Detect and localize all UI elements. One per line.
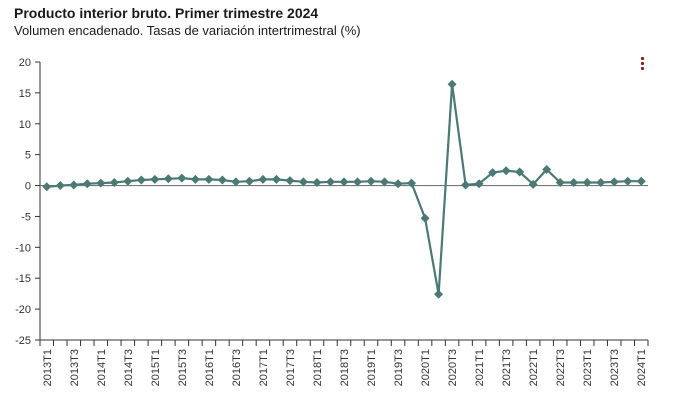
chart-subtitle: Volumen encadenado. Tasas de variación i… [14, 23, 361, 38]
y-tick-label: -20 [15, 304, 31, 316]
data-point [555, 177, 565, 187]
y-tick-label: -10 [15, 242, 31, 254]
x-tick-label: 2023T1 [582, 349, 594, 386]
data-point [623, 176, 633, 186]
y-tick-label: 20 [19, 57, 31, 69]
x-tick-label: 2024T1 [636, 349, 648, 386]
data-point [177, 173, 187, 183]
y-tick-label: 5 [25, 150, 31, 162]
y-tick-label: 0 [25, 181, 31, 193]
data-point [420, 213, 430, 223]
y-tick-label: 15 [19, 88, 31, 100]
data-point [474, 179, 484, 189]
x-tick-label: 2016T3 [231, 349, 243, 386]
data-point [136, 175, 146, 185]
data-point [407, 178, 417, 188]
data-point [528, 179, 538, 189]
data-point [636, 176, 646, 186]
data-point [109, 177, 119, 187]
x-tick-label: 2017T3 [285, 349, 297, 386]
chart-title: Producto interior bruto. Primer trimestr… [14, 5, 319, 21]
x-tick-label: 2017T1 [258, 349, 270, 386]
data-point [515, 167, 525, 177]
data-point [244, 176, 254, 186]
data-point [582, 177, 592, 187]
data-point [258, 174, 268, 184]
x-tick-label: 2020T3 [447, 349, 459, 386]
vertical-ellipsis-icon[interactable] [636, 56, 648, 74]
data-point [596, 177, 606, 187]
data-point [501, 166, 511, 176]
x-tick-label: 2023T3 [609, 349, 621, 386]
y-tick-label: -5 [21, 211, 31, 223]
series-line [46, 83, 642, 296]
menu-dot [640, 67, 644, 70]
data-point [447, 79, 457, 89]
data-point [69, 180, 79, 190]
data-point [353, 177, 363, 187]
data-point [393, 179, 403, 189]
x-tick-label: 2014T3 [123, 349, 135, 386]
data-point [569, 177, 579, 187]
data-point [231, 177, 241, 187]
x-tick-label: 2013T3 [69, 349, 81, 386]
data-point [339, 177, 349, 187]
x-tick-label: 2015T1 [150, 349, 162, 386]
x-tick-label: 2019T1 [366, 349, 378, 386]
x-tick-label: 2014T1 [96, 349, 108, 386]
data-point [609, 177, 619, 187]
data-point [96, 178, 106, 188]
data-point [82, 179, 92, 189]
x-tick-label: 2016T1 [204, 349, 216, 386]
data-point [150, 174, 160, 184]
data-point [380, 177, 390, 187]
x-tick-label: 2019T3 [393, 349, 405, 386]
menu-dot [640, 57, 644, 60]
x-tick-label: 2022T1 [528, 349, 540, 386]
data-point [298, 177, 308, 187]
data-point [123, 176, 133, 186]
data-point [366, 176, 376, 186]
data-point [285, 176, 295, 186]
data-point [204, 174, 214, 184]
y-tick-label: 10 [19, 119, 31, 131]
data-point [42, 182, 52, 192]
data-point [312, 177, 322, 187]
x-tick-label: 2015T3 [177, 349, 189, 386]
data-point [461, 180, 471, 190]
data-point [190, 174, 200, 184]
data-point [271, 174, 281, 184]
x-tick-label: 2018T3 [339, 349, 351, 386]
y-tick-label: -25 [15, 335, 31, 347]
data-point [55, 181, 65, 191]
x-tick-label: 2013T1 [42, 349, 54, 386]
x-tick-label: 2020T1 [420, 349, 432, 386]
data-point [217, 175, 227, 185]
data-point [542, 164, 552, 174]
menu-dot [640, 62, 644, 65]
x-tick-label: 2021T1 [474, 349, 486, 386]
data-point [325, 177, 335, 187]
data-point [163, 174, 173, 184]
x-tick-label: 2021T3 [501, 349, 513, 386]
x-tick-label: 2022T3 [555, 349, 567, 386]
data-point [434, 289, 444, 299]
x-tick-label: 2018T1 [312, 349, 324, 386]
data-point [488, 168, 498, 178]
y-tick-label: -15 [15, 273, 31, 285]
